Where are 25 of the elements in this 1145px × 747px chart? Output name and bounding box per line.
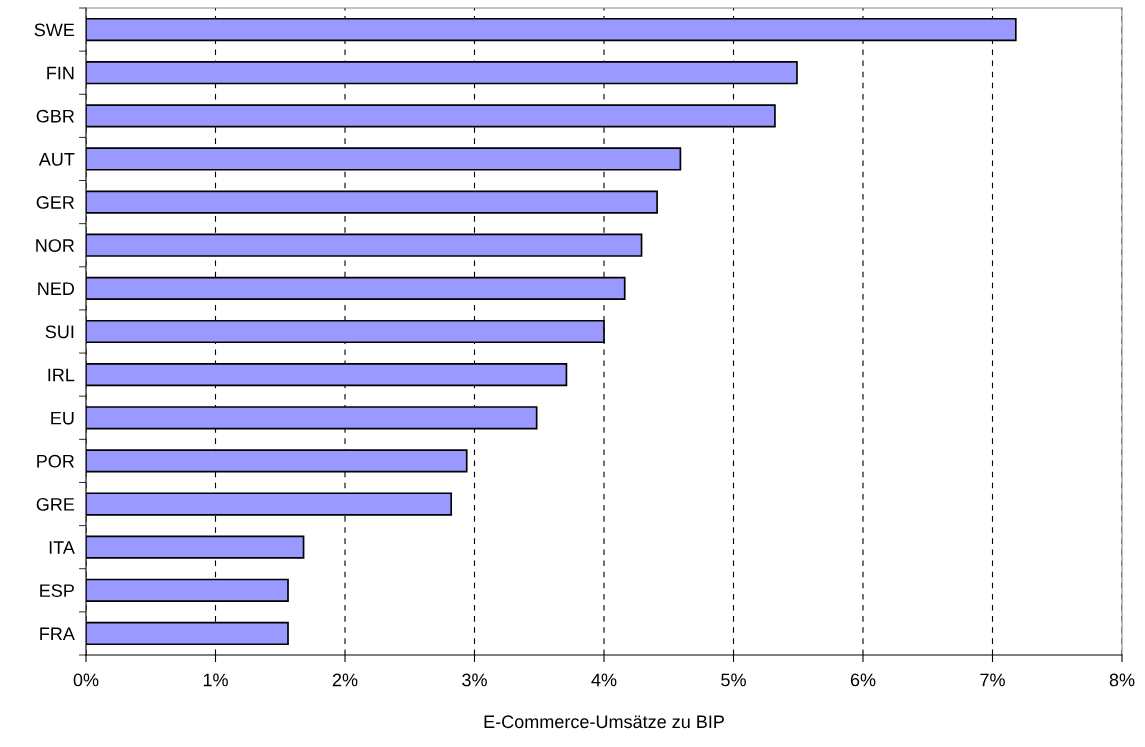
y-tick-label: AUT (38, 153, 75, 166)
y-tick-label: FRA (40, 627, 75, 640)
y-tick-label: GBR (36, 109, 75, 123)
x-axis-title: E-Commerce-Umsätze zu BIP (484, 715, 724, 729)
y-tick-label: ITA (49, 541, 75, 554)
y-tick-label: SWE (34, 23, 75, 37)
x-tick-label: 8% (1109, 673, 1135, 687)
y-tick-label: FIN (47, 66, 74, 80)
y-tick-label: POR (37, 454, 75, 468)
x-tick-label: 4% (591, 673, 617, 687)
y-tick-label: IRL (48, 368, 75, 382)
x-tick-label: 3% (462, 673, 487, 687)
y-tick-label: GER (36, 196, 75, 209)
x-tick-label: 2% (332, 673, 358, 687)
y-tick-label: SUI (45, 325, 74, 339)
x-tick-label: 6% (850, 673, 876, 687)
y-tick-label: NOR (36, 239, 75, 252)
y-tick-label: NED (38, 282, 75, 295)
y-tick-label: ESP (40, 584, 74, 598)
x-tick-label: 0% (73, 673, 99, 687)
x-tick-label: 7% (980, 673, 1005, 687)
x-tick-label: 5% (721, 673, 746, 687)
x-tick-label: 1% (203, 673, 228, 687)
y-tick-label: GRE (36, 497, 75, 511)
y-tick-label: EU (51, 411, 74, 425)
